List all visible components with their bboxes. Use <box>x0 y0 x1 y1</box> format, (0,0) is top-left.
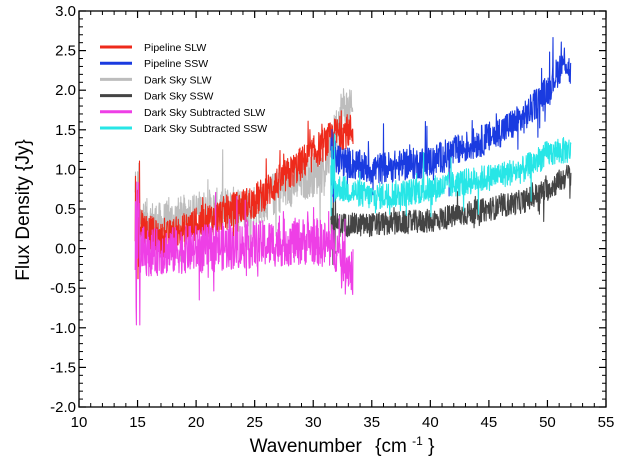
legend-label-2: Dark Sky SLW <box>144 74 212 86</box>
series-line-pipeline-ssw <box>330 36 572 203</box>
y-tick-label--1.5: -1.5 <box>50 359 76 376</box>
x-tick-labels: 10 15 20 25 30 35 40 45 50 55 <box>71 414 615 431</box>
y-tick-label-0.5: 0.5 <box>55 201 76 218</box>
y-axis-title: Flux Density {Jy} <box>13 139 34 281</box>
x-axis-title: Wavenumber {cm -1 } <box>250 429 435 457</box>
x-axis-unit-close: } <box>428 436 434 457</box>
y-tick-label-2.5: 2.5 <box>55 43 76 60</box>
x-tick-label-55: 55 <box>598 414 615 431</box>
plot-area <box>79 11 606 407</box>
y-tick-label-1.5: 1.5 <box>55 122 76 139</box>
series-line-dark-sky-subtracted-ssw <box>330 133 572 218</box>
series-line-dark-sky-subtracted-slw <box>134 181 354 326</box>
x-tick-label-50: 50 <box>539 414 556 431</box>
ticks-layer <box>78 10 607 408</box>
y-tick-label--2.0: -2.0 <box>50 399 76 416</box>
x-tick-label-20: 20 <box>188 414 205 431</box>
y-tick-label--0.5: -0.5 <box>50 280 76 297</box>
x-tick-label-10: 10 <box>71 414 88 431</box>
x-tick-label-25: 25 <box>246 414 263 431</box>
y-tick-labels: -2.0 -1.5 -1.0 -0.5 0.0 0.5 1.0 1.5 2.0 2.5 3.0 <box>50 3 76 416</box>
y-tick-label-2.0: 2.0 <box>55 82 76 99</box>
y-tick-label--1.0: -1.0 <box>50 320 76 337</box>
x-tick-label-45: 45 <box>481 414 498 431</box>
series-line-pipeline-slw <box>134 110 354 280</box>
x-axis-unit-base: {cm <box>375 436 407 457</box>
x-tick-label-35: 35 <box>363 414 380 431</box>
x-axis-unit-exponent: -1 <box>412 434 423 448</box>
legend-label-3: Dark Sky SSW <box>144 91 214 103</box>
legend-label-0: Pipeline SLW <box>144 42 206 54</box>
x-tick-label-40: 40 <box>422 414 439 431</box>
y-tick-label-0.0: 0.0 <box>55 241 76 258</box>
legend-label-5: Dark Sky Subtracted SSW <box>144 123 267 135</box>
legend: Pipeline SLW Pipeline SSW Dark Sky SLW Dark… <box>100 42 267 135</box>
legend-label-4: Dark Sky Subtracted SLW <box>144 107 265 119</box>
y-tick-label-1.0: 1.0 <box>55 161 76 178</box>
x-tick-label-30: 30 <box>305 414 322 431</box>
x-tick-label-15: 15 <box>129 414 146 431</box>
series-layer <box>134 36 572 326</box>
plot-background <box>79 11 606 407</box>
legend-label-1: Pipeline SSW <box>144 58 208 70</box>
y-tick-label-3.0: 3.0 <box>55 3 76 20</box>
x-axis-title-main: Wavenumber <box>250 436 363 457</box>
